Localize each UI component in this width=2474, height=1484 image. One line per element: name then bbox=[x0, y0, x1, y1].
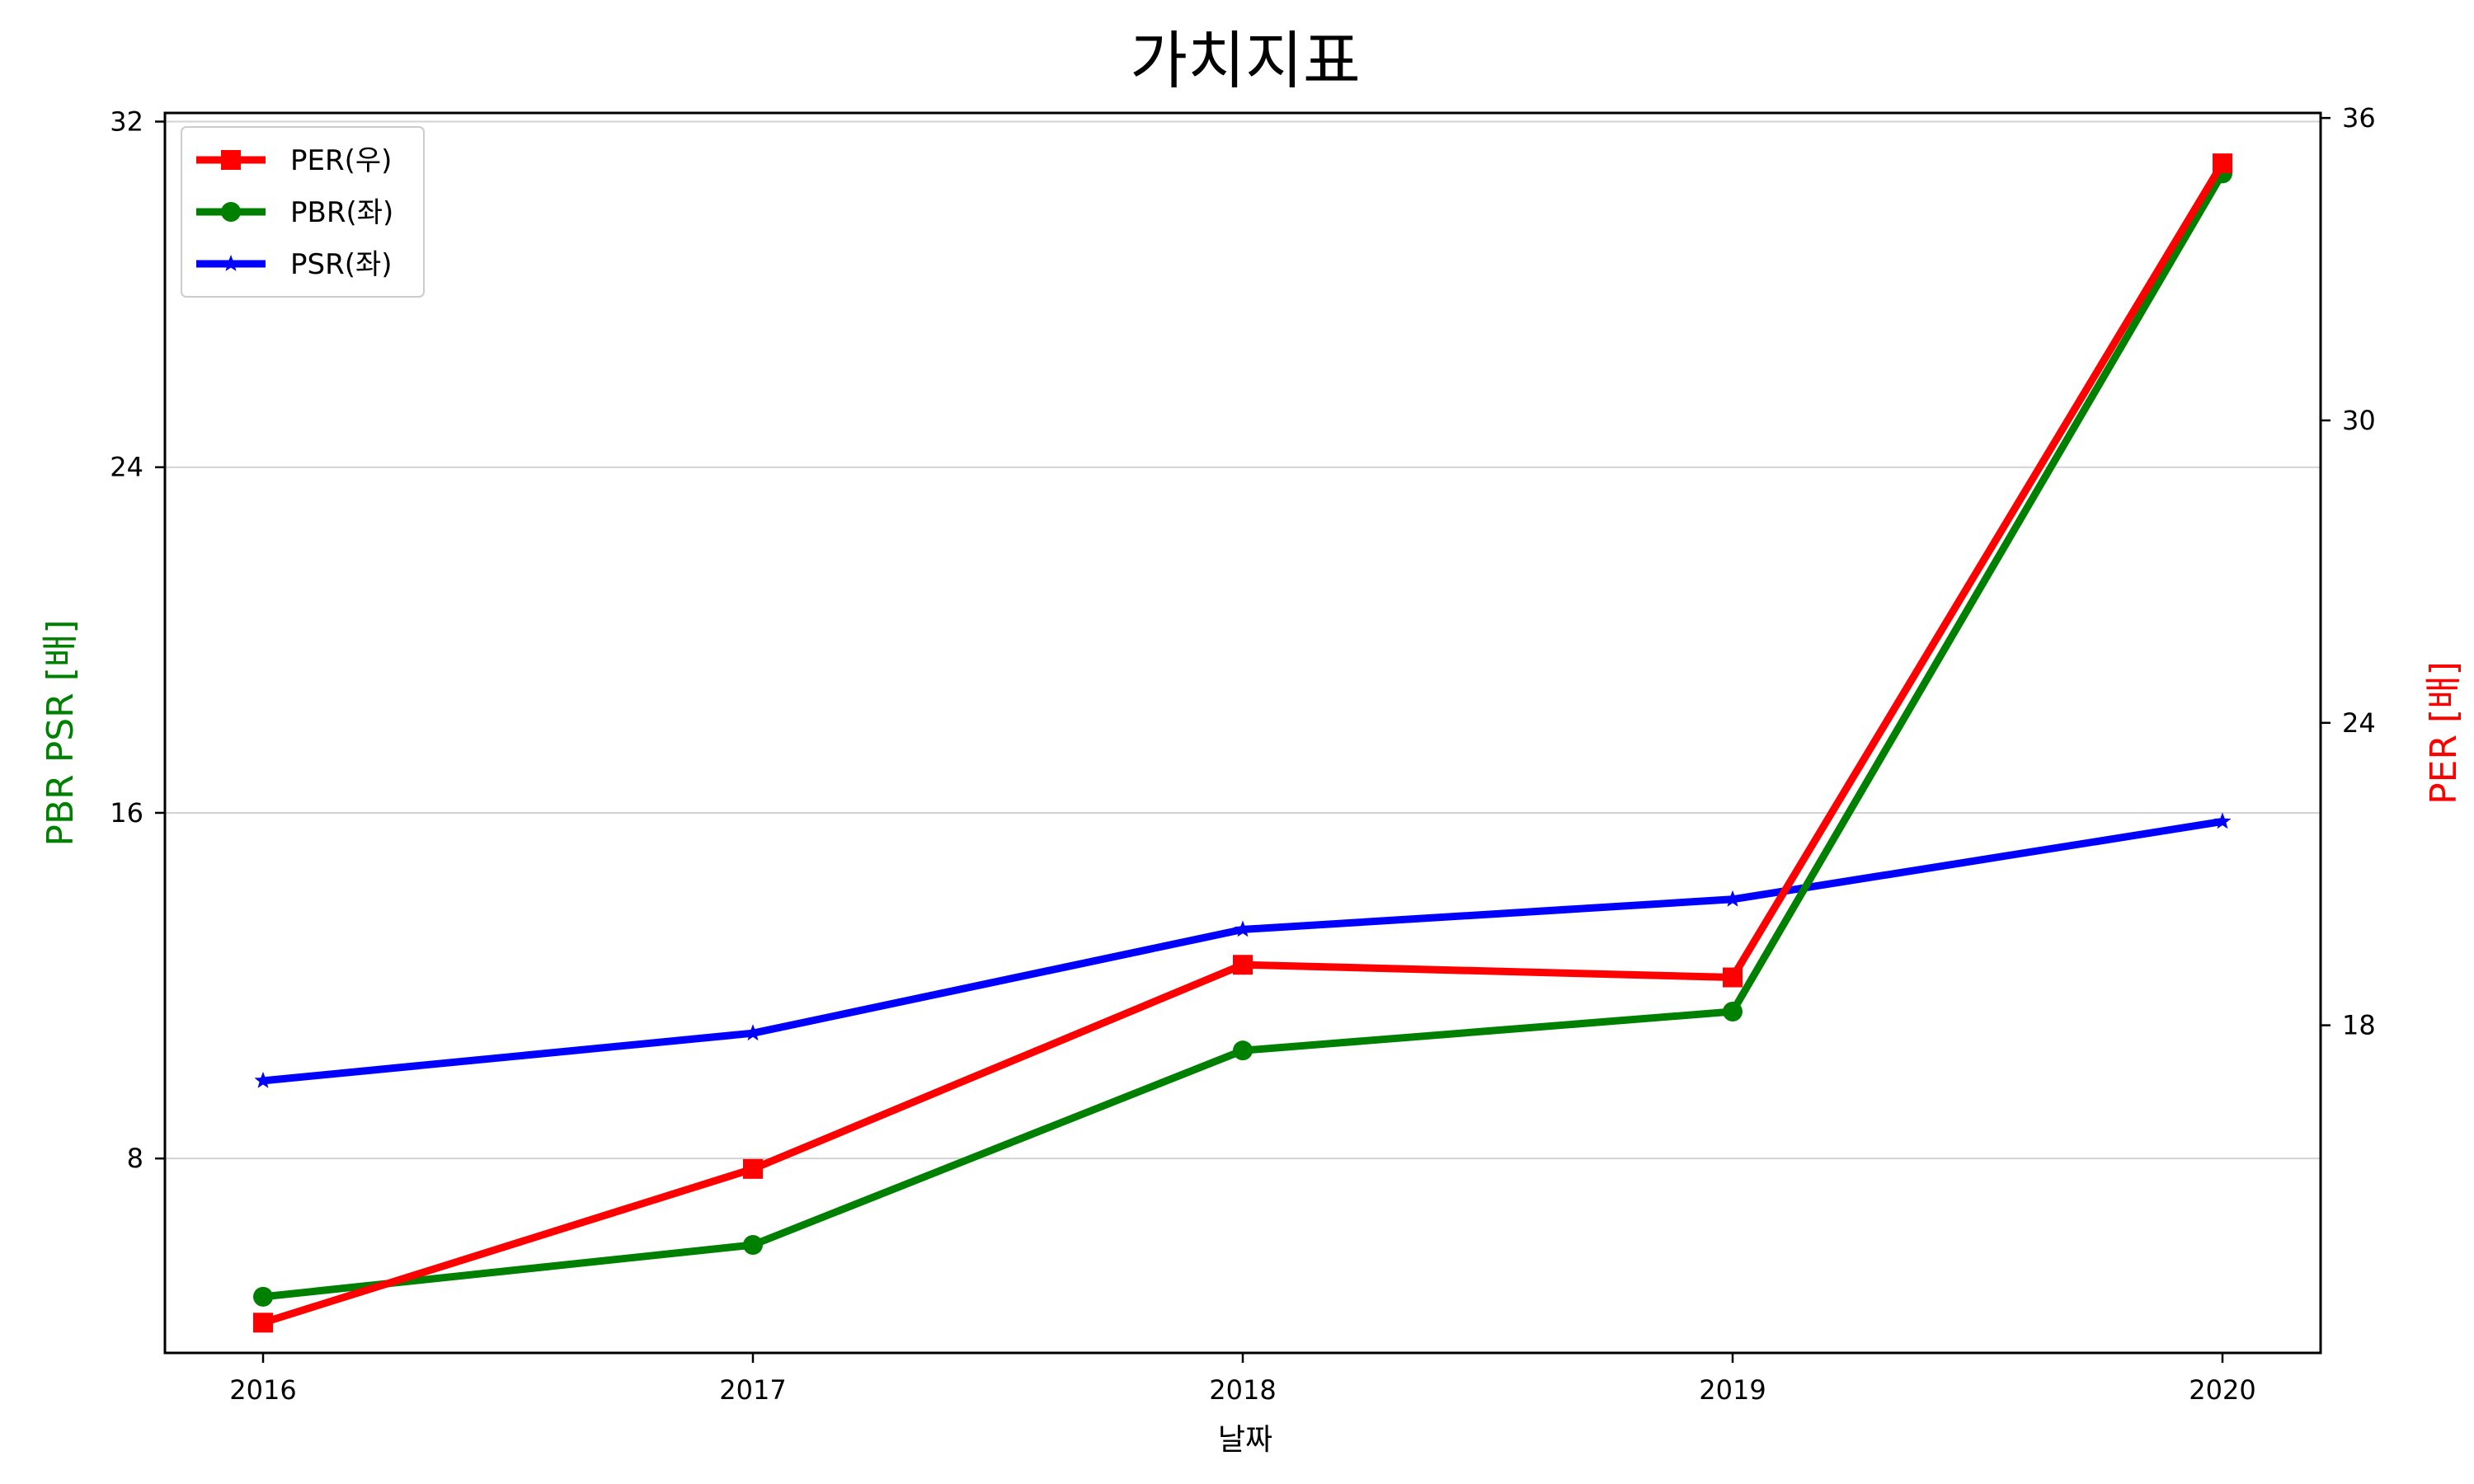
data-point bbox=[1723, 1002, 1743, 1022]
legend-item: PER(우) bbox=[196, 144, 392, 177]
right-y-axis-title: PER [배] bbox=[2423, 661, 2465, 805]
data-point bbox=[254, 1071, 272, 1088]
right-tick-label: 24 bbox=[2342, 707, 2376, 739]
data-point bbox=[743, 1234, 763, 1255]
left-y-axis-title: PBR PSR [배] bbox=[40, 619, 82, 846]
left-tick-label: 32 bbox=[110, 106, 143, 137]
right-tick-label: 30 bbox=[2342, 405, 2376, 436]
data-point bbox=[2213, 153, 2232, 174]
legend-marker bbox=[221, 150, 241, 170]
legend-label: PER(우) bbox=[290, 144, 392, 177]
legend-label: PBR(좌) bbox=[290, 196, 393, 229]
series-layer bbox=[253, 153, 2232, 1333]
chart-title: 가치지표 bbox=[1130, 24, 1361, 97]
x-tick-label: 2017 bbox=[719, 1374, 786, 1406]
right-tick-label: 36 bbox=[2342, 102, 2376, 134]
left-y-axis: 8 16 24 32 bbox=[110, 106, 165, 1174]
series-2 bbox=[254, 812, 2232, 1088]
x-axis-title: 날짜 bbox=[1218, 1423, 1272, 1457]
series-0 bbox=[253, 153, 2232, 1333]
data-point bbox=[1724, 890, 1742, 907]
data-point bbox=[253, 1313, 273, 1333]
right-y-axis: 18 24 30 36 bbox=[2321, 102, 2376, 1041]
legend-item: PBR(좌) bbox=[196, 196, 393, 229]
data-point bbox=[253, 1286, 273, 1307]
data-point bbox=[2213, 812, 2232, 829]
grid-lines bbox=[165, 120, 2321, 1160]
legend-marker bbox=[221, 202, 241, 222]
right-tick-label: 18 bbox=[2342, 1010, 2376, 1041]
data-point bbox=[1233, 1040, 1253, 1061]
x-tick-label: 2020 bbox=[2189, 1374, 2255, 1406]
data-point bbox=[1723, 967, 1743, 988]
data-point bbox=[1233, 955, 1253, 975]
x-tick-label: 2019 bbox=[1699, 1374, 1766, 1406]
x-tick-label: 2016 bbox=[229, 1374, 296, 1406]
legend: PER(우) PBR(좌) PSR(좌) bbox=[181, 126, 425, 298]
left-tick-label: 24 bbox=[110, 452, 143, 483]
x-axis: 2016 2017 2018 2019 2020 bbox=[229, 1353, 2256, 1406]
x-tick-label: 2018 bbox=[1209, 1374, 1276, 1406]
legend-label: PSR(좌) bbox=[290, 248, 393, 281]
legend-item: PSR(좌) bbox=[196, 248, 393, 281]
left-tick-label: 8 bbox=[127, 1143, 143, 1174]
left-tick-label: 16 bbox=[110, 797, 143, 829]
legend-frame bbox=[181, 126, 425, 298]
data-point bbox=[744, 1024, 762, 1041]
data-point bbox=[1234, 920, 1252, 937]
legend-marker bbox=[222, 255, 240, 271]
data-point bbox=[743, 1158, 763, 1179]
